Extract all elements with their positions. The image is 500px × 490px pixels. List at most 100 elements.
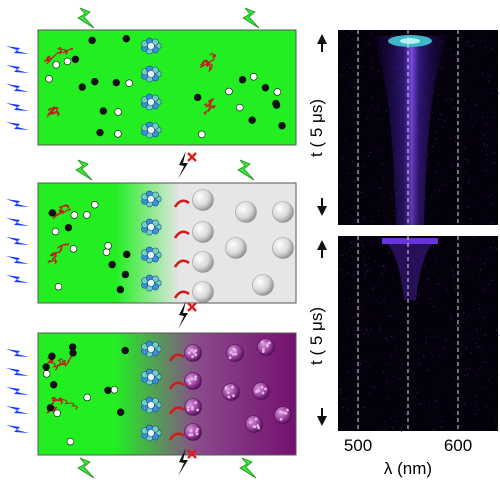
polymer-chain bbox=[46, 106, 60, 118]
blue-excitation-arrows-icon bbox=[6, 237, 29, 245]
streak-noise-pixel bbox=[372, 289, 374, 291]
streak-noise-pixel bbox=[392, 304, 394, 306]
streak-noise-pixel bbox=[390, 416, 392, 418]
streak-noise-pixel bbox=[356, 173, 358, 175]
streak-noise-pixel bbox=[370, 314, 372, 316]
streak-noise-pixel bbox=[346, 126, 348, 128]
streak-noise-pixel bbox=[445, 385, 447, 387]
streak-noise-pixel bbox=[493, 138, 495, 140]
streak-noise-pixel bbox=[423, 355, 425, 357]
streak-noise-pixel bbox=[354, 87, 356, 89]
streak-noise-pixel bbox=[478, 424, 480, 426]
streak-noise-pixel bbox=[342, 101, 344, 103]
streak-noise-pixel bbox=[435, 138, 437, 140]
streak-noise-pixel bbox=[429, 404, 431, 406]
streak-noise-pixel bbox=[338, 143, 340, 145]
streak-noise-pixel bbox=[374, 316, 376, 318]
black-dye-dot bbox=[112, 78, 120, 87]
streak-noise-pixel bbox=[460, 167, 462, 169]
streak-noise-pixel bbox=[485, 216, 487, 218]
streak-noise-pixel bbox=[495, 45, 497, 47]
streak-noise-pixel bbox=[470, 111, 472, 113]
streak-noise-pixel bbox=[434, 399, 436, 401]
streak-noise-pixel bbox=[406, 237, 408, 239]
streak-noise-pixel bbox=[456, 304, 458, 306]
streak-noise-pixel bbox=[387, 315, 389, 317]
streak-noise-pixel bbox=[367, 155, 369, 157]
streak-noise-pixel bbox=[369, 149, 371, 151]
streak-noise-pixel bbox=[368, 201, 370, 203]
streak-noise-pixel bbox=[373, 287, 375, 289]
streak-noise-pixel bbox=[482, 315, 484, 317]
streak-noise-pixel bbox=[348, 428, 350, 430]
streak-noise-pixel bbox=[462, 267, 464, 269]
streak-noise-pixel bbox=[482, 197, 484, 199]
streak-noise-pixel bbox=[474, 245, 476, 247]
streak-noise-pixel bbox=[345, 398, 347, 400]
streak-noise-pixel bbox=[477, 200, 479, 202]
streak-noise-pixel bbox=[496, 408, 498, 410]
streak-noise-pixel bbox=[367, 41, 369, 43]
streak-noise-pixel bbox=[444, 253, 446, 255]
streak-noise-pixel bbox=[481, 117, 483, 119]
streak-noise-pixel bbox=[379, 70, 381, 72]
polymer-chain bbox=[203, 97, 216, 116]
streak-noise-pixel bbox=[464, 341, 466, 343]
streak-noise-pixel bbox=[433, 305, 435, 307]
white-sphere-particle bbox=[252, 274, 274, 296]
streak-noise-pixel bbox=[351, 191, 353, 193]
streak-noise-pixel bbox=[451, 99, 453, 101]
streak-bottom-ylabel: t ( 5 μs) bbox=[307, 307, 326, 365]
streak-noise-pixel bbox=[487, 170, 489, 172]
streak-noise-pixel bbox=[451, 317, 453, 319]
red-curved-transfer-arrow-icon bbox=[173, 290, 190, 299]
blue-excitation-arrows-icon bbox=[6, 349, 29, 357]
streak-noise-pixel bbox=[339, 359, 341, 361]
streak-noise-pixel bbox=[378, 411, 380, 413]
streak-noise-pixel bbox=[396, 317, 398, 319]
streak-noise-pixel bbox=[476, 403, 478, 405]
streak-noise-pixel bbox=[488, 80, 490, 82]
streak-noise-pixel bbox=[341, 254, 343, 256]
streak-noise-pixel bbox=[376, 124, 378, 126]
streak-noise-pixel bbox=[466, 333, 468, 335]
streak-noise-pixel bbox=[489, 291, 491, 293]
streak-noise-pixel bbox=[487, 195, 489, 197]
streak-noise-pixel bbox=[369, 392, 371, 394]
streak-noise-pixel bbox=[385, 372, 387, 374]
streak-noise-pixel bbox=[458, 55, 460, 57]
streak-noise-pixel bbox=[495, 420, 497, 422]
streak-noise-pixel bbox=[456, 57, 458, 59]
streak-noise-pixel bbox=[476, 329, 478, 331]
black-dye-dot bbox=[91, 77, 99, 86]
black-dye-dot bbox=[248, 116, 256, 124]
streak-noise-pixel bbox=[365, 255, 367, 257]
streak-noise-pixel bbox=[411, 396, 413, 398]
streak-noise-pixel bbox=[353, 107, 355, 109]
crystal-cluster-icon bbox=[141, 424, 162, 442]
streak-noise-pixel bbox=[395, 345, 397, 347]
streak-noise-pixel bbox=[393, 186, 395, 188]
streak-noise-pixel bbox=[382, 33, 384, 35]
streak-noise-pixel bbox=[480, 327, 482, 329]
streak-noise-pixel bbox=[366, 270, 368, 272]
streak-noise-pixel bbox=[341, 398, 343, 400]
streak-noise-pixel bbox=[488, 223, 490, 225]
streak-noise-pixel bbox=[438, 283, 440, 285]
streak-bottom-ylabel-group: t ( 5 μs) bbox=[307, 240, 327, 426]
streak-noise-pixel bbox=[349, 215, 351, 217]
blue-excitation-arrows-icon bbox=[6, 256, 29, 264]
streak-noise-pixel bbox=[384, 421, 386, 423]
streak-noise-pixel bbox=[354, 149, 356, 151]
streak-noise-pixel bbox=[393, 280, 395, 282]
streak-noise-pixel bbox=[458, 303, 460, 305]
streak-noise-pixel bbox=[484, 262, 486, 264]
streak-noise-pixel bbox=[453, 276, 455, 278]
streak-noise-pixel bbox=[411, 416, 413, 418]
streak-noise-pixel bbox=[426, 206, 428, 208]
streak-noise-pixel bbox=[373, 183, 375, 185]
streak-noise-pixel bbox=[383, 91, 385, 93]
streak-noise-pixel bbox=[449, 48, 451, 50]
streak-noise-pixel bbox=[483, 249, 485, 251]
streak-noise-pixel bbox=[428, 328, 430, 330]
